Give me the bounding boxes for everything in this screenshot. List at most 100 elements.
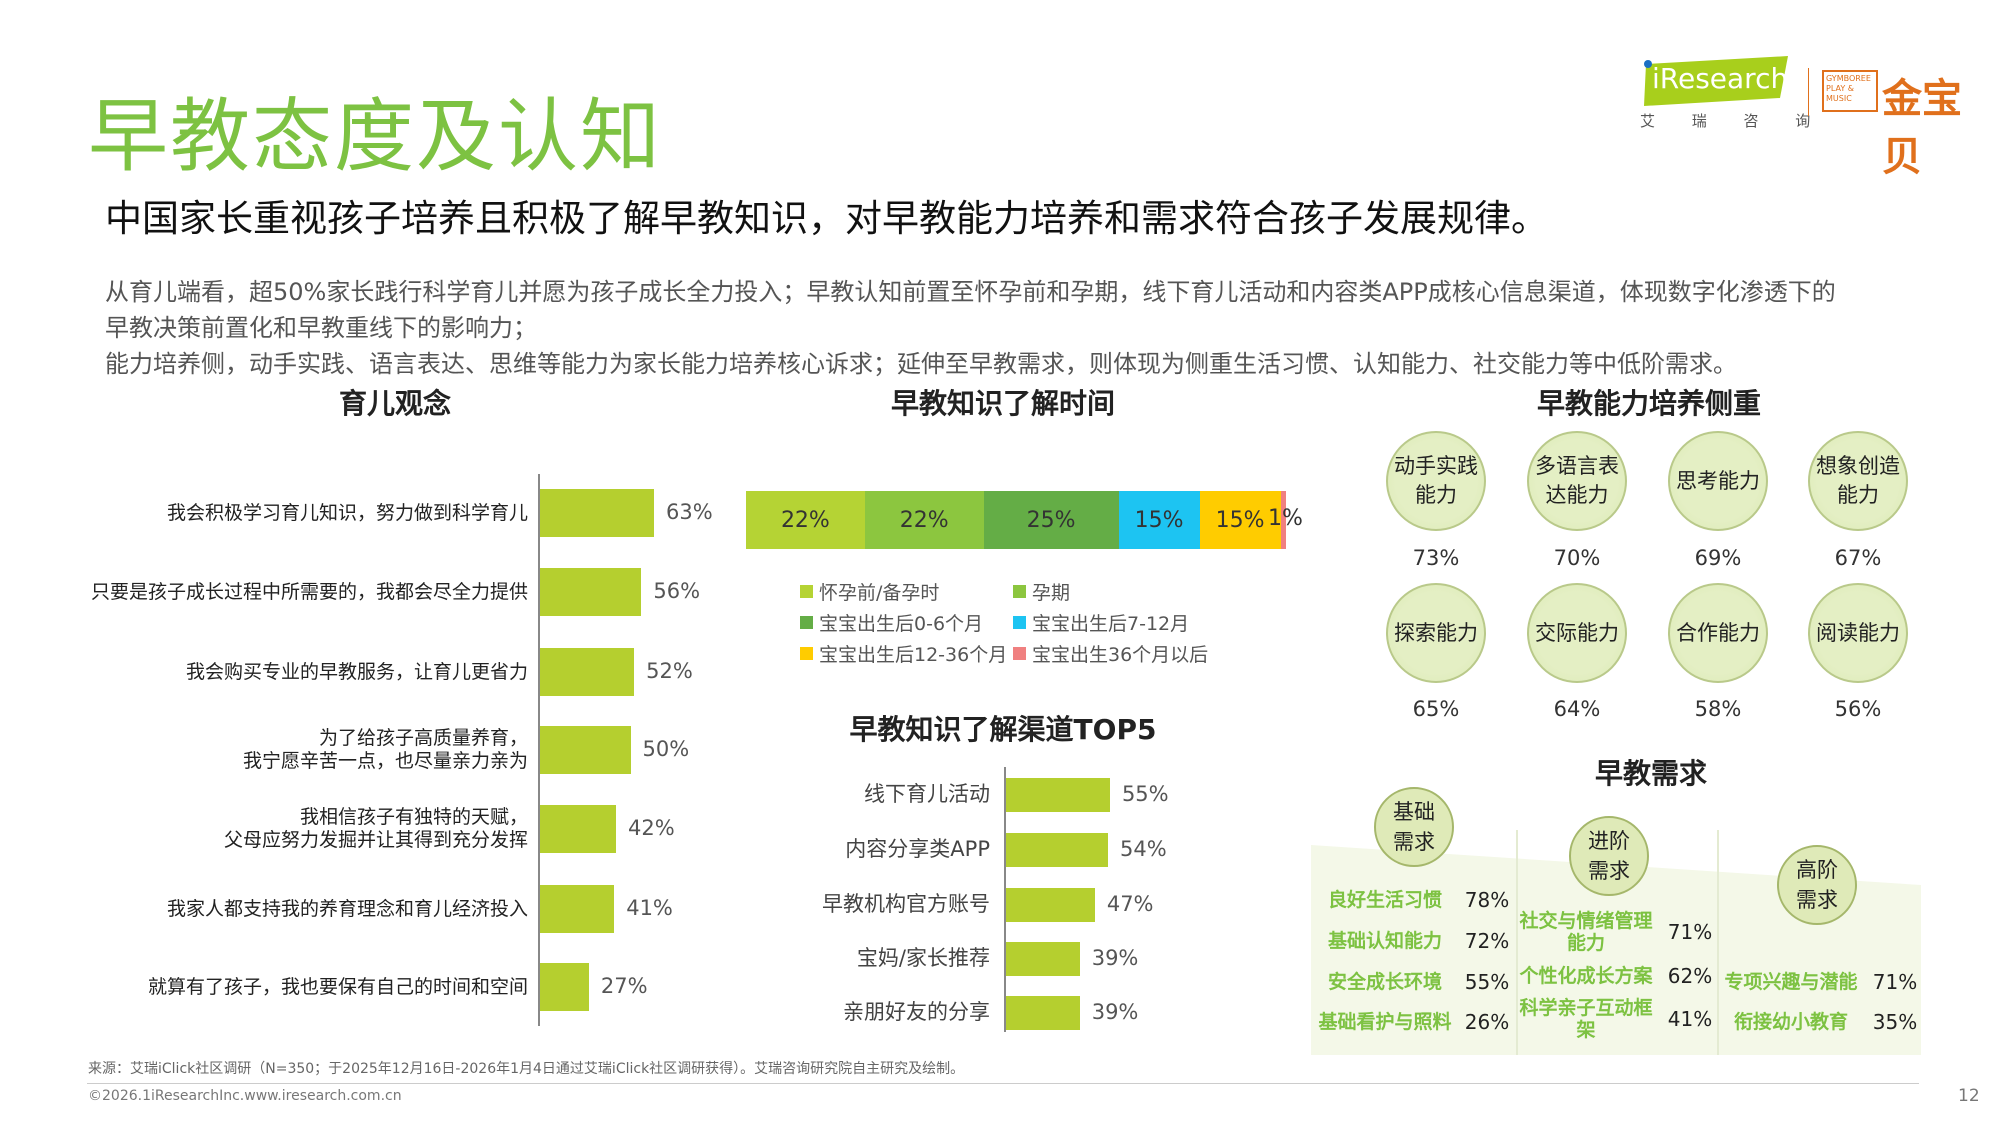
ability-percent: 56% <box>1834 697 1882 721</box>
bar-segment: 25% <box>983 491 1119 549</box>
data-label: 63% <box>666 500 713 524</box>
need-percent: 72% <box>1464 929 1510 953</box>
stacked-bar: 22% 22% 25% 15% 15% <box>746 491 1286 549</box>
bar-label: 早教机构官方账号 <box>822 892 990 916</box>
bar-label: 内容分享类APP <box>845 837 990 861</box>
page-title: 早教态度及认知 <box>88 90 662 183</box>
bar <box>540 963 589 1011</box>
bar-label: 我会购买专业的早教服务，让育儿更省力 <box>185 660 528 683</box>
summary-line: 早教决策前置化和早教重线下的影响力； <box>105 314 537 342</box>
need-level-bubble: 进阶 需求 <box>1569 816 1649 896</box>
bar <box>1006 833 1109 867</box>
need-percent: 62% <box>1667 964 1713 988</box>
legend-label: 孕期 <box>1032 582 1071 604</box>
need-item: 衔接幼小教育 <box>1733 1011 1849 1033</box>
need-percent: 55% <box>1464 970 1510 994</box>
ability-percent: 65% <box>1412 697 1460 721</box>
axis-line <box>1004 767 1006 1032</box>
needs-title: 早教需求 <box>1594 757 1708 790</box>
need-item: 基础看护与照料 <box>1318 1011 1452 1033</box>
summary-line: 从育儿端看，超50%家长践行科学育儿并愿为孩子成长全力投入；早教认知前置至怀孕前… <box>105 278 1836 306</box>
bar-segment: 15% <box>1118 491 1200 549</box>
bar <box>540 805 617 853</box>
bar-segment: 22% <box>746 491 865 549</box>
need-item: 专项兴趣与潜能 <box>1724 971 1858 993</box>
bar-segment <box>1280 491 1286 549</box>
bar <box>1006 996 1080 1030</box>
need-level-bubble: 高阶 需求 <box>1777 845 1857 925</box>
need-percent: 35% <box>1872 1010 1918 1034</box>
data-label: 54% <box>1120 837 1167 861</box>
legend-label: 宝宝出生后7-12月 <box>1032 613 1190 635</box>
ability-circle: 思考能力 <box>1668 431 1768 531</box>
legend-swatch <box>800 647 813 660</box>
page-number: 12 <box>1958 1086 1980 1106</box>
data-label: 42% <box>628 816 675 840</box>
bar <box>1006 942 1080 976</box>
bar <box>1006 778 1110 812</box>
ability-percent: 64% <box>1553 697 1601 721</box>
ability-percent: 69% <box>1694 546 1742 570</box>
bar <box>540 885 615 933</box>
data-label: 1% <box>1268 506 1303 531</box>
data-label: 47% <box>1106 892 1154 916</box>
chart-title-channels: 早教知识了解渠道TOP5 <box>849 713 1157 746</box>
ability-percent: 70% <box>1553 546 1601 570</box>
data-label: 55% <box>1121 782 1169 806</box>
bar <box>540 568 642 616</box>
ability-circle: 多语言表 达能力 <box>1527 431 1627 531</box>
needs-panel-bg <box>1311 830 1921 1055</box>
data-label: 41% <box>626 896 673 920</box>
ability-percent: 73% <box>1412 546 1460 570</box>
bar <box>540 489 655 537</box>
need-percent: 71% <box>1667 920 1713 944</box>
ability-percent: 58% <box>1694 697 1742 721</box>
legend-label: 宝宝出生后12-36个月 <box>819 644 1008 666</box>
logo-divider <box>1808 68 1809 116</box>
data-label: 27% <box>600 974 648 998</box>
legend-item: 宝宝出生36个月以后 <box>1013 640 1208 667</box>
iresearch-cn: 艾 瑞 咨 询 <box>1640 112 1827 130</box>
data-label: 39% <box>1091 946 1139 970</box>
source-note: 来源：艾瑞iClick社区调研（N=350；于2025年12月16日-2026年… <box>88 1061 965 1077</box>
need-item: 科学亲子互动框 架 <box>1519 997 1653 1041</box>
need-percent: 41% <box>1667 1007 1713 1031</box>
legend-item: 宝宝出生后0-6个月 <box>800 609 983 636</box>
data-label: 39% <box>1091 1000 1139 1024</box>
legend-swatch <box>1013 647 1026 660</box>
need-item: 良好生活习惯 <box>1327 889 1443 911</box>
footer-divider <box>87 1083 1919 1084</box>
data-label: 52% <box>646 659 693 683</box>
legend-swatch <box>800 585 813 598</box>
copyright: ©2026.1iResearchInc.www.iresearch.com.cn <box>88 1088 402 1104</box>
legend-item: 宝宝出生后12-36个月 <box>800 640 1007 667</box>
ability-circle: 阅读能力 <box>1808 583 1908 683</box>
gymboree-logo: GYMBOREE PLAY & MUSIC <box>1822 70 1878 112</box>
bar-label: 线下育儿活动 <box>864 782 990 806</box>
axis-line <box>538 474 540 1026</box>
ability-circle: 想象创造 能力 <box>1808 431 1908 531</box>
bar <box>540 648 635 696</box>
bar-label: 为了给孩子高质量养育， 我宁愿辛苦一点，也尽量亲力亲为 <box>242 727 528 772</box>
ability-percent: 67% <box>1834 546 1882 570</box>
ability-circle: 探索能力 <box>1386 583 1486 683</box>
legend-item: 宝宝出生后7-12月 <box>1013 609 1189 636</box>
legend-swatch <box>1013 585 1026 598</box>
need-percent: 71% <box>1872 970 1918 994</box>
data-label: 56% <box>653 579 701 603</box>
bar-label: 宝妈/家长推荐 <box>856 946 990 970</box>
legend-swatch <box>800 616 813 629</box>
legend-label: 宝宝出生36个月以后 <box>1032 644 1209 666</box>
bar-label: 亲朋好友的分享 <box>843 1000 990 1024</box>
bar-label: 我家人都支持我的养育理念和育儿经济投入 <box>166 897 528 920</box>
page-subtitle: 中国家长重视孩子培养且积极了解早教知识，对早教能力培养和需求符合孩子发展规律。 <box>105 197 1548 240</box>
bar-label: 就算有了孩子，我也要保有自己的时间和空间 <box>147 975 528 998</box>
bar-label: 我相信孩子有独特的天赋， 父母应努力发掘并让其得到充分发挥 <box>223 806 528 851</box>
legend-swatch <box>1013 616 1026 629</box>
data-label: 50% <box>642 737 690 761</box>
bar-segment: 15% <box>1199 491 1281 549</box>
ability-circle: 交际能力 <box>1527 583 1627 683</box>
legend-label: 怀孕前/备孕时 <box>819 582 940 604</box>
bar-label: 只要是孩子成长过程中所需要的，我都会尽全力提供 <box>90 580 528 603</box>
summary-line: 能力培养侧，动手实践、语言表达、思维等能力为家长能力培养核心诉求；延伸至早教需求… <box>105 350 1737 378</box>
